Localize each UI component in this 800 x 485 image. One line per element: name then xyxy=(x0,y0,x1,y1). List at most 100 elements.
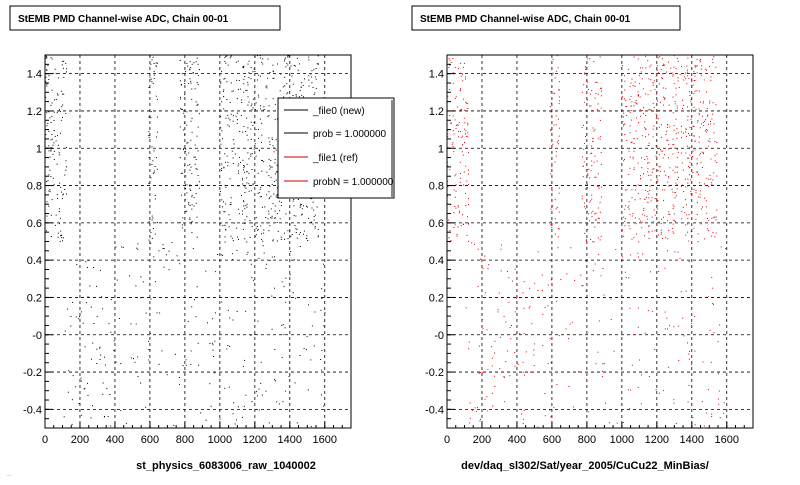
x-tick-label: 0 xyxy=(444,434,450,446)
data-point xyxy=(275,380,276,382)
data-point xyxy=(629,307,631,309)
data-point xyxy=(268,115,270,117)
data-point xyxy=(311,207,313,209)
data-point xyxy=(690,231,692,233)
data-point xyxy=(454,175,456,177)
data-point xyxy=(550,173,552,175)
data-point xyxy=(290,251,292,252)
data-point xyxy=(268,422,270,424)
data-point xyxy=(59,217,61,219)
data-point xyxy=(665,174,667,176)
data-point xyxy=(634,189,636,191)
data-point xyxy=(168,269,170,271)
data-point xyxy=(655,145,657,147)
data-point xyxy=(256,229,258,231)
data-point xyxy=(631,141,633,143)
data-point xyxy=(52,144,54,146)
data-point xyxy=(61,191,62,193)
data-point xyxy=(692,84,694,86)
data-point xyxy=(670,109,672,111)
data-point xyxy=(690,118,692,120)
data-point xyxy=(320,359,322,360)
data-point xyxy=(47,123,49,124)
data-point xyxy=(687,71,689,73)
data-point xyxy=(514,311,516,313)
data-point xyxy=(645,93,647,95)
data-point xyxy=(447,135,449,137)
x-tick-label: 400 xyxy=(106,434,124,446)
data-point xyxy=(598,217,600,219)
data-point xyxy=(558,89,559,91)
data-point xyxy=(266,171,268,173)
data-point xyxy=(196,82,198,84)
data-point xyxy=(647,162,649,164)
data-point xyxy=(454,98,456,99)
data-point xyxy=(637,326,639,328)
data-point xyxy=(64,330,66,332)
data-point xyxy=(674,147,676,149)
data-point xyxy=(52,177,54,179)
data-point xyxy=(642,110,644,111)
data-point xyxy=(589,177,591,179)
data-point xyxy=(642,67,644,69)
data-point xyxy=(269,225,271,227)
data-point xyxy=(307,389,309,391)
data-point xyxy=(630,96,632,98)
data-point xyxy=(581,127,583,129)
data-point xyxy=(650,79,652,81)
data-point xyxy=(60,230,62,232)
data-point xyxy=(272,203,274,205)
data-point xyxy=(467,108,469,109)
data-point xyxy=(657,234,659,236)
data-point xyxy=(582,285,584,286)
data-point xyxy=(243,169,245,171)
data-point xyxy=(707,295,709,297)
data-point xyxy=(663,390,665,392)
data-point xyxy=(110,331,112,333)
data-point xyxy=(227,345,229,346)
data-point xyxy=(242,66,244,68)
data-point xyxy=(600,87,602,89)
data-point xyxy=(191,232,193,234)
data-point xyxy=(665,87,667,89)
data-point xyxy=(140,276,142,278)
legend-entry: _file0 (new) xyxy=(284,106,365,117)
data-point xyxy=(454,196,456,198)
data-point xyxy=(207,322,208,324)
data-point xyxy=(700,58,701,60)
data-point xyxy=(586,133,587,135)
data-point xyxy=(631,189,633,191)
data-point xyxy=(271,215,273,217)
data-point xyxy=(156,168,158,170)
data-point xyxy=(688,165,689,167)
data-point xyxy=(635,223,637,225)
data-point xyxy=(212,349,214,351)
data-point xyxy=(503,376,505,377)
x-tick-label: 1400 xyxy=(680,434,704,446)
data-point xyxy=(229,346,231,347)
data-point xyxy=(687,57,689,59)
data-point xyxy=(277,63,278,65)
data-point xyxy=(723,412,725,414)
data-point xyxy=(674,221,676,222)
data-point xyxy=(715,232,717,234)
data-point xyxy=(692,156,694,157)
data-point xyxy=(566,273,568,275)
data-point xyxy=(250,78,252,80)
data-point xyxy=(226,99,228,100)
data-point xyxy=(287,92,289,94)
data-point xyxy=(628,201,630,203)
right-title-frame xyxy=(411,5,681,31)
data-point xyxy=(269,260,271,262)
data-point xyxy=(251,153,253,155)
data-point xyxy=(269,72,271,73)
data-point xyxy=(181,227,183,229)
data-point xyxy=(673,66,675,68)
data-point xyxy=(224,184,226,186)
data-point xyxy=(150,333,151,335)
data-point xyxy=(299,90,301,92)
data-point xyxy=(284,76,286,78)
data-point xyxy=(247,139,249,141)
data-point xyxy=(672,112,674,114)
data-point xyxy=(684,212,686,214)
